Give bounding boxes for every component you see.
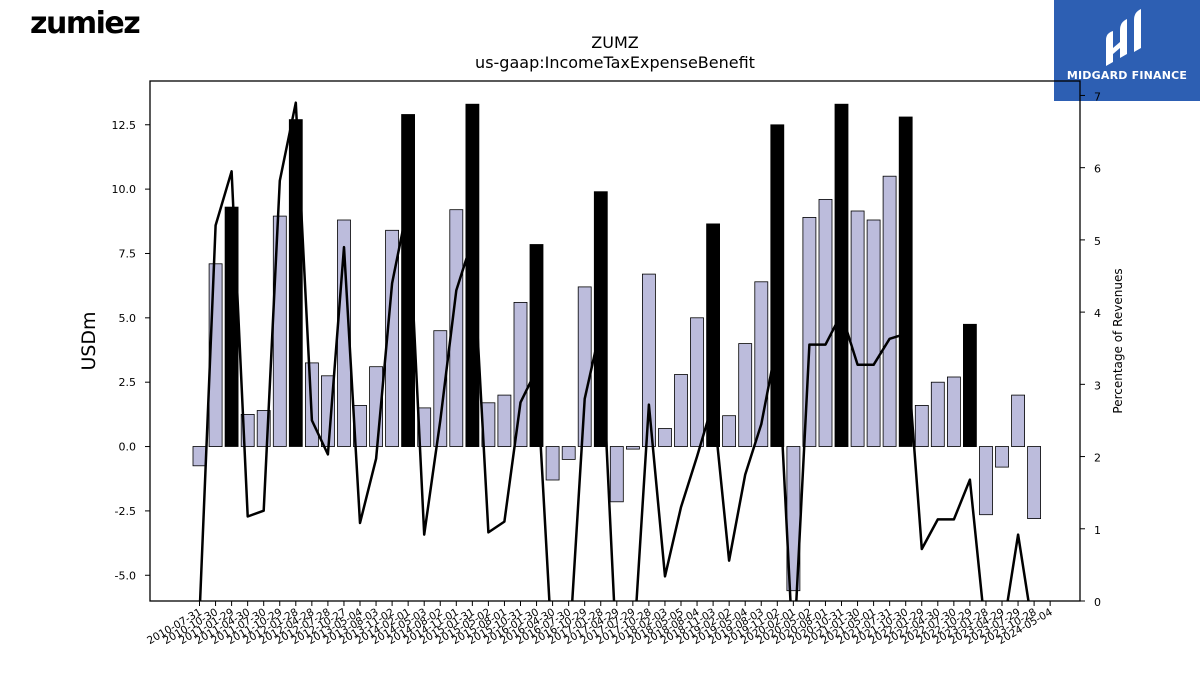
- y2-tick-label: 6: [1094, 163, 1101, 176]
- brand-name: MIDGARD FINANCE: [1066, 69, 1188, 82]
- bar: [642, 273, 656, 448]
- zumiez-logo: zumiez: [30, 6, 141, 41]
- bar: [930, 381, 945, 448]
- y-tick-label: 2.5: [119, 376, 137, 389]
- bar: [513, 301, 528, 447]
- y-tick-label: -2.5: [115, 505, 136, 518]
- y2-tick-label: 3: [1094, 379, 1101, 392]
- bar: [850, 210, 865, 447]
- bar-highlight: [963, 323, 977, 447]
- y-tick-label: 10.0: [112, 183, 137, 196]
- bar: [690, 317, 704, 447]
- y-axis-label: USDm: [78, 311, 100, 370]
- bar: [449, 209, 464, 447]
- y2-tick-label: 7: [1094, 90, 1101, 103]
- y-tick-label: 0.0: [119, 441, 137, 454]
- bar: [192, 446, 207, 467]
- y2-tick-label: 5: [1094, 235, 1101, 248]
- bar: [609, 446, 624, 503]
- bar: [561, 446, 576, 460]
- y-tick-label: 7.5: [119, 247, 137, 260]
- bar: [626, 446, 640, 450]
- bar: [947, 376, 961, 447]
- y2-axis-label: Percentage of Revenues: [1111, 268, 1125, 413]
- y2-tick-label: 0: [1094, 596, 1101, 609]
- y2-tick-label: 4: [1094, 307, 1101, 320]
- bar: [577, 286, 592, 447]
- midgard-finance-logo: MIDGARD FINANCE: [1054, 0, 1200, 101]
- bar: [417, 407, 432, 447]
- bar: [658, 428, 672, 447]
- bar-highlight: [401, 114, 416, 448]
- bar: [385, 229, 400, 447]
- bar: [433, 330, 448, 447]
- y-tick-label: -5.0: [115, 569, 136, 582]
- chart-title: ZUMZ: [591, 33, 638, 52]
- bar: [818, 198, 833, 447]
- y-tick-label: 12.5: [112, 119, 137, 132]
- bar: [866, 219, 881, 447]
- bar: [1011, 394, 1025, 448]
- bar: [882, 175, 897, 447]
- bar-highlight: [529, 244, 544, 448]
- bar: [995, 446, 1009, 468]
- y2-tick-label: 1: [1094, 524, 1101, 537]
- bar-highlight: [834, 103, 849, 447]
- bar-highlight: [706, 223, 720, 447]
- bar: [914, 404, 929, 447]
- bar: [1027, 446, 1041, 519]
- bar: [674, 374, 688, 447]
- bar-highlight: [770, 124, 785, 447]
- revenue-pct-line: [198, 101, 1030, 601]
- y-tick-label: 5.0: [119, 312, 137, 325]
- bar: [722, 415, 736, 448]
- plot-frame: [149, 80, 1081, 602]
- bar-highlight: [465, 103, 480, 447]
- bar: [979, 446, 993, 516]
- bar: [497, 394, 512, 448]
- midgard-emblem-icon: [1106, 9, 1141, 66]
- bar: [545, 446, 560, 481]
- y2-tick-label: 2: [1094, 452, 1101, 465]
- chart-subtitle: us-gaap:IncomeTaxExpenseBenefit: [475, 53, 755, 72]
- bar: [738, 343, 753, 448]
